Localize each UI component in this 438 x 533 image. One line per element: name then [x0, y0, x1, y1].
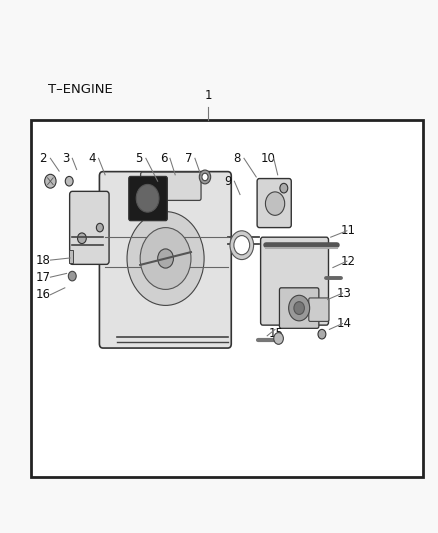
Circle shape — [127, 212, 204, 305]
Text: 1: 1 — [204, 90, 212, 102]
FancyBboxPatch shape — [279, 288, 319, 328]
FancyBboxPatch shape — [309, 298, 329, 321]
Text: 3: 3 — [62, 152, 69, 165]
Circle shape — [318, 329, 326, 339]
Text: 9: 9 — [224, 175, 232, 188]
Text: T–ENGINE: T–ENGINE — [48, 83, 113, 96]
Circle shape — [136, 184, 159, 212]
Text: 5: 5 — [136, 152, 143, 165]
Circle shape — [294, 302, 304, 314]
FancyBboxPatch shape — [261, 237, 328, 325]
FancyBboxPatch shape — [129, 176, 167, 221]
Circle shape — [68, 271, 76, 281]
Text: 4: 4 — [88, 152, 96, 165]
Circle shape — [202, 173, 208, 181]
Circle shape — [274, 333, 283, 344]
Text: 16: 16 — [35, 288, 50, 301]
Circle shape — [199, 170, 211, 184]
Circle shape — [45, 174, 56, 188]
Circle shape — [65, 176, 73, 186]
Text: 7: 7 — [184, 152, 192, 165]
Text: 17: 17 — [35, 271, 50, 284]
Text: 2: 2 — [39, 152, 47, 165]
FancyBboxPatch shape — [257, 179, 291, 228]
Circle shape — [78, 233, 86, 244]
Circle shape — [280, 183, 288, 193]
Circle shape — [96, 223, 103, 232]
Text: 6: 6 — [160, 152, 168, 165]
Bar — [31, 120, 423, 477]
Text: 13: 13 — [336, 287, 351, 300]
FancyBboxPatch shape — [99, 172, 231, 348]
Text: 8: 8 — [233, 152, 240, 165]
Text: 14: 14 — [336, 317, 351, 330]
Circle shape — [158, 249, 173, 268]
Circle shape — [234, 236, 250, 255]
Circle shape — [140, 228, 191, 289]
Circle shape — [289, 295, 310, 321]
Circle shape — [230, 231, 254, 260]
Text: 12: 12 — [341, 255, 356, 268]
Text: 15: 15 — [268, 327, 283, 340]
Circle shape — [265, 192, 285, 215]
Text: 10: 10 — [261, 152, 276, 165]
Text: 18: 18 — [35, 254, 50, 266]
FancyBboxPatch shape — [70, 191, 109, 264]
Bar — [69, 250, 73, 263]
Text: 11: 11 — [341, 224, 356, 237]
FancyBboxPatch shape — [141, 172, 201, 200]
